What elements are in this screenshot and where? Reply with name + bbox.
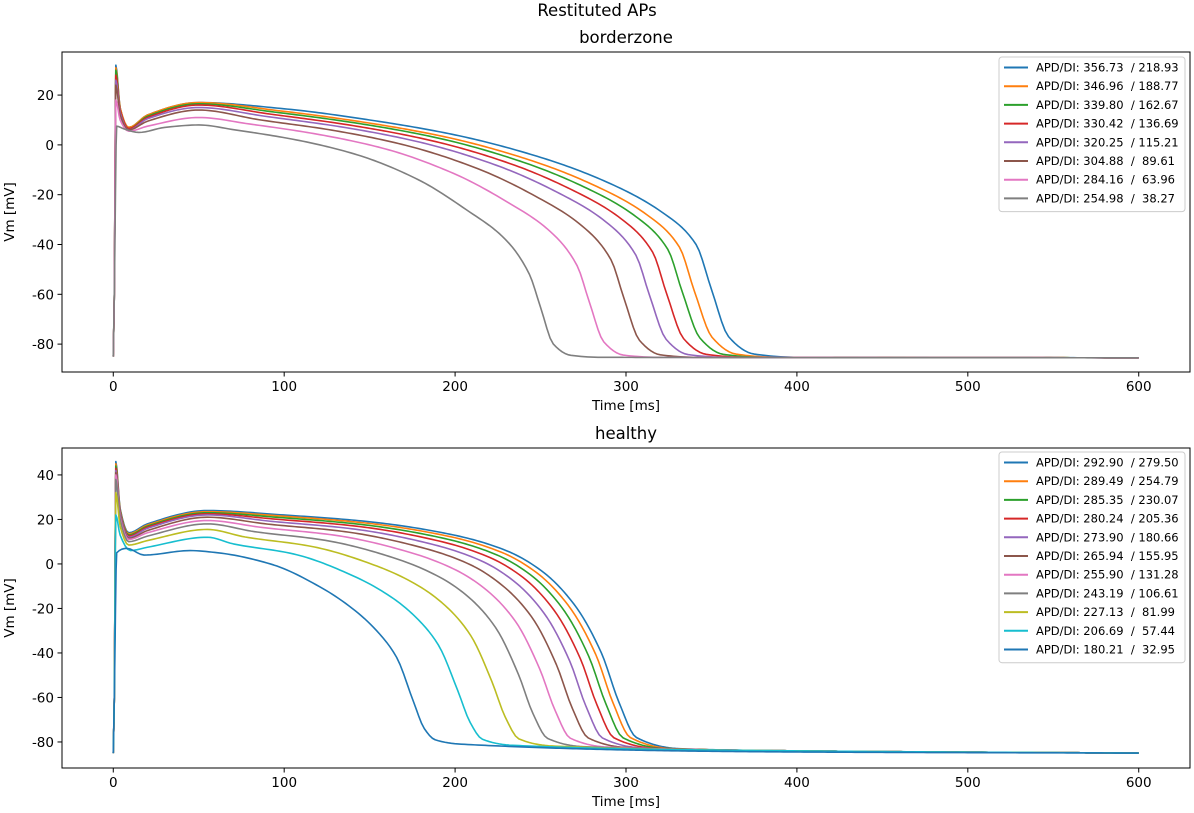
series-lines xyxy=(112,460,1139,754)
legend-label-4: APD/DI: 280.24 / 205.36 xyxy=(1036,512,1179,526)
y-tick-label: 20 xyxy=(37,512,54,528)
series-line-11 xyxy=(112,547,1139,754)
x-axis-label: Time [ms] xyxy=(591,794,660,810)
x-tick-label: 500 xyxy=(955,379,981,395)
y-tick-label: -40 xyxy=(32,237,54,253)
legend-label-2: APD/DI: 289.49 / 254.79 xyxy=(1036,474,1179,488)
legend-label-6: APD/DI: 265.94 / 155.95 xyxy=(1036,549,1179,563)
x-axis-label: Time [ms] xyxy=(591,398,660,414)
x-tick-label: 400 xyxy=(784,775,810,791)
series-line-8 xyxy=(112,124,1139,359)
y-tick-label: 0 xyxy=(45,138,54,154)
legend: APD/DI: 292.90 / 279.50 APD/DI: 289.49 / … xyxy=(998,451,1186,664)
y-axis-label: Vm [mV] xyxy=(2,182,18,242)
y-tick-label: 40 xyxy=(37,468,54,484)
x-tick-label: 200 xyxy=(442,775,468,791)
y-tick-label: -60 xyxy=(32,287,54,303)
legend-label-7: APD/DI: 255.90 / 131.28 xyxy=(1036,568,1179,582)
y-tick-label: -20 xyxy=(32,601,54,617)
y-axis-label: Vm [mV] xyxy=(2,578,18,638)
legend-label-5: APD/DI: 320.25 / 115.21 xyxy=(1036,135,1179,149)
y-tick-label: 0 xyxy=(45,557,54,573)
x-tick-label: 400 xyxy=(784,379,810,395)
healthy-panel: healthy 0 100 200 300 400 500 600 -80 -60 -40 -20 0 2… xyxy=(2,424,1191,810)
x-tick-label: 0 xyxy=(109,775,118,791)
x-tick-label: 600 xyxy=(1126,379,1152,395)
legend-label-1: APD/DI: 356.73 / 218.93 xyxy=(1036,61,1179,75)
x-tick-label: 300 xyxy=(613,379,639,395)
legend-label-8: APD/DI: 254.98 / 38.27 xyxy=(1036,191,1175,205)
series-lines xyxy=(112,64,1139,359)
legend-label-11: APD/DI: 180.21 / 32.95 xyxy=(1036,643,1175,657)
legend-label-9: APD/DI: 227.13 / 81.99 xyxy=(1036,605,1175,619)
legend-label-5: APD/DI: 273.90 / 180.66 xyxy=(1036,530,1179,544)
figure-title: Restituted APs xyxy=(537,1,656,20)
legend-label-1: APD/DI: 292.90 / 279.50 xyxy=(1036,456,1179,470)
x-tick-label: 500 xyxy=(955,775,981,791)
panel-title: borderzone xyxy=(579,28,673,47)
y-tick-label: -40 xyxy=(32,646,54,662)
legend-label-3: APD/DI: 339.80 / 162.67 xyxy=(1036,98,1179,112)
x-tick-label: 300 xyxy=(613,775,639,791)
legend-label-6: APD/DI: 304.88 / 89.61 xyxy=(1036,154,1175,168)
legend-label-4: APD/DI: 330.42 / 136.69 xyxy=(1036,117,1179,131)
legend-label-3: APD/DI: 285.35 / 230.07 xyxy=(1036,493,1179,507)
y-tick-label: -60 xyxy=(32,690,54,706)
y-tick-label: -80 xyxy=(32,735,54,751)
legend-label-2: APD/DI: 346.96 / 188.77 xyxy=(1036,79,1179,93)
x-tick-label: 0 xyxy=(109,379,118,395)
y-tick-label: 20 xyxy=(37,88,54,104)
panel-title: healthy xyxy=(595,424,657,443)
y-tick-label: -20 xyxy=(32,188,54,204)
x-tick-label: 100 xyxy=(271,775,297,791)
legend-box xyxy=(998,451,1186,664)
legend-label-7: APD/DI: 284.16 / 63.96 xyxy=(1036,173,1175,187)
legend-box xyxy=(998,56,1186,213)
x-tick-label: 100 xyxy=(271,379,297,395)
legend-label-10: APD/DI: 206.69 / 57.44 xyxy=(1036,624,1175,638)
legend: APD/DI: 356.73 / 218.93 APD/DI: 346.96 / … xyxy=(998,56,1186,213)
x-tick-label: 600 xyxy=(1126,775,1152,791)
legend-label-8: APD/DI: 243.19 / 106.61 xyxy=(1036,586,1179,600)
y-tick-label: -80 xyxy=(32,337,54,353)
x-tick-label: 200 xyxy=(442,379,468,395)
